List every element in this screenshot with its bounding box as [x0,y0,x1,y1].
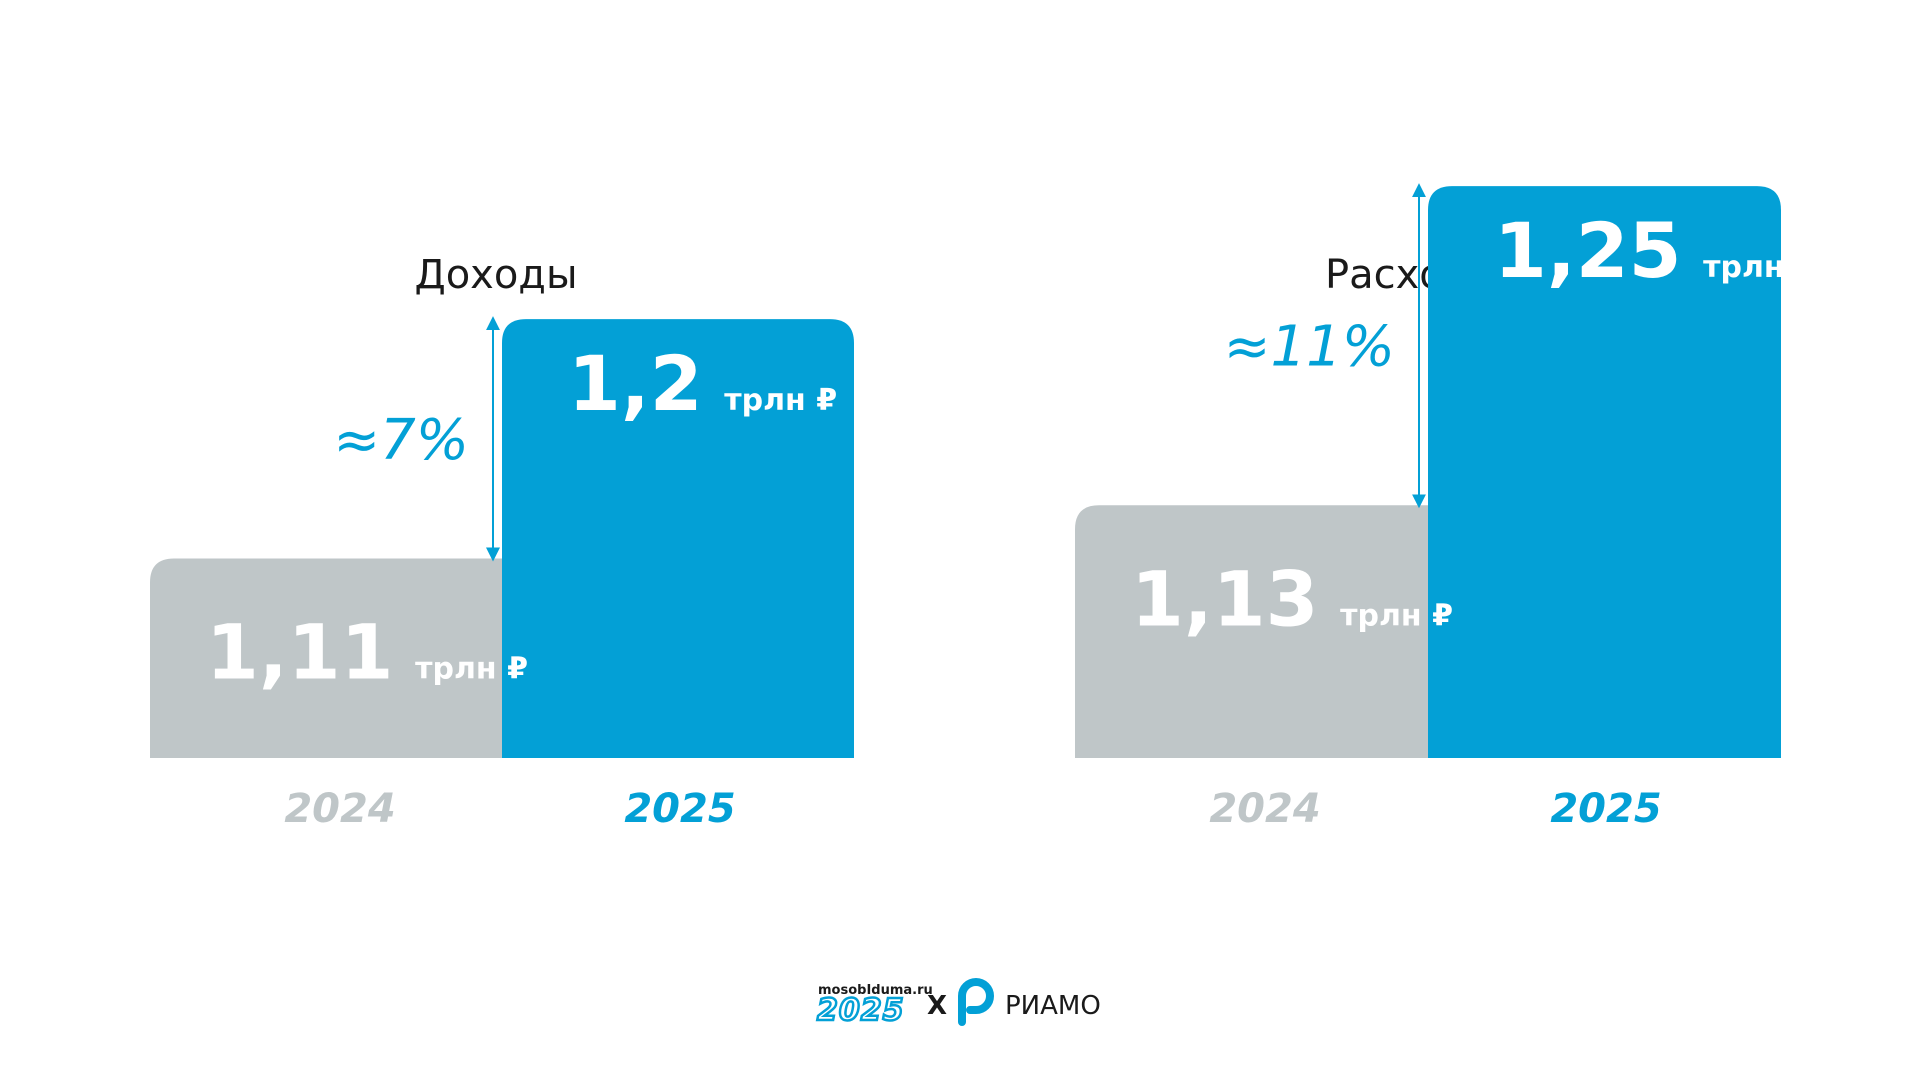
value-label-2025: 1,2 трлн ₽ [568,339,837,428]
change-label: ≈7% [333,408,469,473]
value-label-2024: 1,13 трлн ₽ [1131,554,1453,643]
value-unit: трлн ₽ [724,383,837,418]
footer-logos: mosobIduma.ru 2025 X РИАМО [816,978,1101,1029]
year-logo: 2025 [817,993,905,1028]
category-label-2025: 2025 [624,786,735,832]
value-unit: трлн ₽ [1703,250,1816,285]
bar-2024 [150,558,502,758]
chart-title: Доходы [414,252,577,298]
expenses-chart: Расходы ≈11% 1,13 трлн ₽ 1,25 трлн ₽ 202… [1075,183,1816,832]
site-label: mosobIduma.ru [818,983,933,998]
bar-2024 [1075,505,1428,758]
category-label-2024: 2024 [1209,786,1320,832]
bar-2025 [502,319,854,758]
value-number: 1,2 [568,339,703,428]
mosobIduma-logo: mosobIduma.ru 2025 [816,983,933,1029]
separator: X [927,991,947,1021]
change-label: ≈11% [1224,315,1395,380]
income-chart: Доходы ≈7% 1,11 трлн ₽ 1,2 трлн ₽ 2024 2… [150,252,854,832]
value-unit: трлн ₽ [415,652,528,687]
value-unit: трлн ₽ [1340,598,1453,633]
partner-name: РИАМО [1005,991,1101,1021]
value-number: 1,11 [206,608,394,697]
riamo-logo: РИАМО [958,978,1101,1026]
value-number: 1,25 [1494,206,1682,295]
riamo-mark-icon [958,978,994,1026]
bar-2025 [1428,186,1781,759]
category-label-2025: 2025 [1550,786,1661,832]
value-label-2025: 1,25 трлн ₽ [1494,206,1816,295]
category-label-2024: 2024 [284,786,395,832]
value-number: 1,13 [1131,554,1319,643]
value-label-2024: 1,11 трлн ₽ [206,608,528,697]
